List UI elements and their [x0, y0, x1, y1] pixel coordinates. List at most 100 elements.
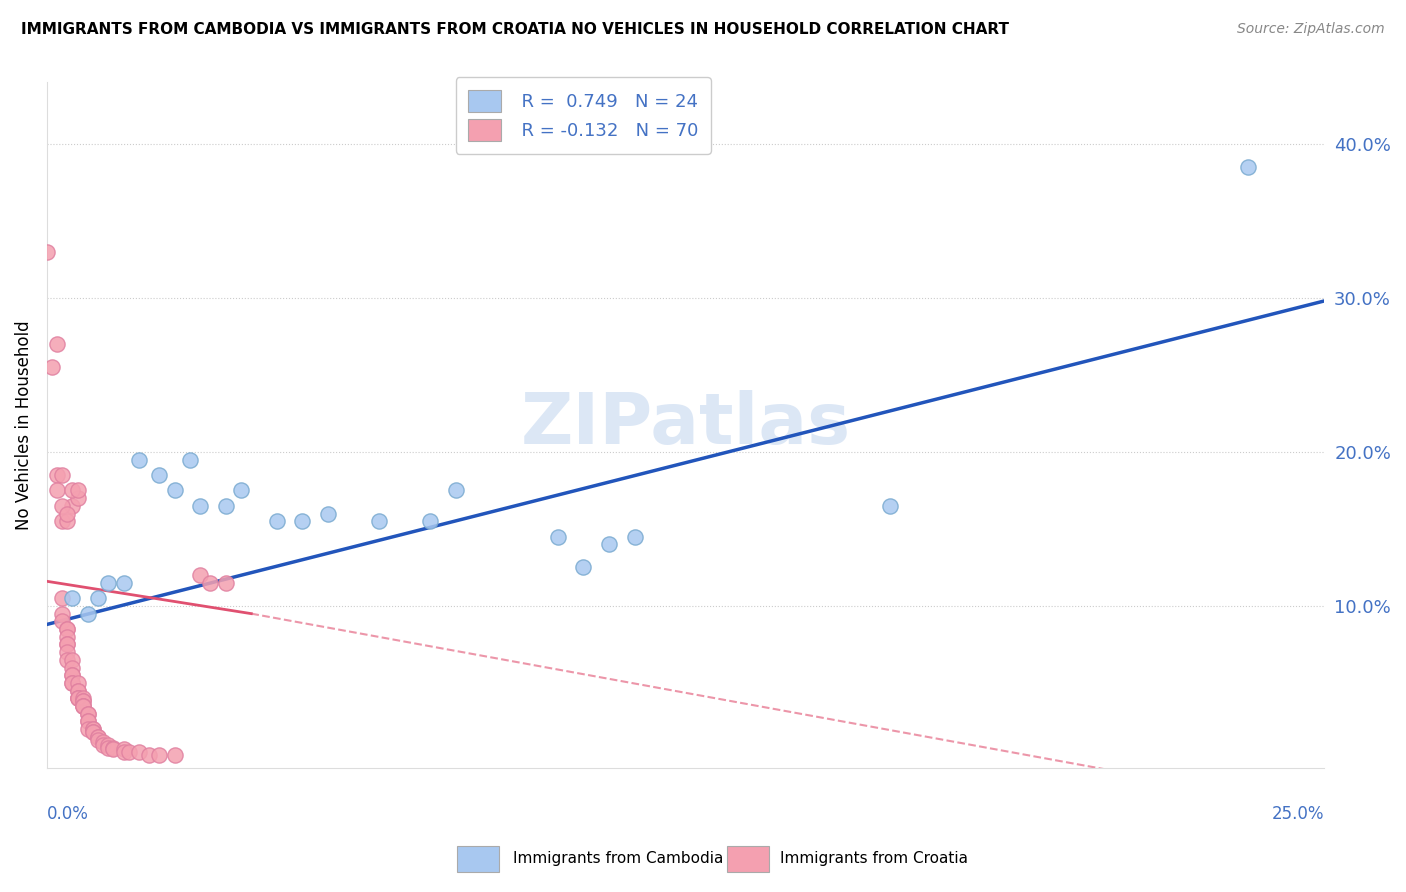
Point	[51, 591, 73, 606]
Text: 0.0%: 0.0%	[46, 805, 89, 823]
Point	[97, 738, 120, 752]
Point	[72, 699, 94, 714]
Point	[41, 360, 63, 375]
Point	[72, 699, 94, 714]
Point	[163, 748, 186, 763]
Point	[62, 676, 84, 690]
Point	[112, 742, 135, 756]
Point	[87, 733, 110, 747]
Point	[368, 514, 391, 528]
Point	[82, 722, 104, 736]
Point	[35, 244, 58, 259]
Point	[66, 691, 89, 706]
Point	[62, 653, 84, 667]
Point	[66, 691, 89, 706]
Point	[419, 514, 441, 528]
Point	[56, 514, 79, 528]
Point	[62, 499, 84, 513]
Point	[291, 514, 314, 528]
Point	[72, 694, 94, 708]
Point	[56, 630, 79, 644]
Point	[1236, 160, 1258, 174]
Point	[56, 622, 79, 636]
Point	[103, 742, 125, 756]
Point	[51, 607, 73, 621]
Point	[46, 337, 69, 351]
Point	[62, 676, 84, 690]
Point	[76, 706, 98, 721]
Point	[72, 694, 94, 708]
Point	[163, 483, 186, 498]
Point	[179, 452, 201, 467]
Point	[623, 530, 645, 544]
Point	[128, 452, 150, 467]
Point	[76, 714, 98, 729]
Point	[66, 691, 89, 706]
Text: IMMIGRANTS FROM CAMBODIA VS IMMIGRANTS FROM CROATIA NO VEHICLES IN HOUSEHOLD COR: IMMIGRANTS FROM CAMBODIA VS IMMIGRANTS F…	[21, 22, 1010, 37]
Point	[56, 622, 79, 636]
Point	[215, 575, 238, 590]
Point	[103, 740, 125, 755]
Point	[97, 740, 120, 755]
Text: Immigrants from Croatia: Immigrants from Croatia	[780, 851, 969, 865]
Point	[138, 748, 160, 763]
Point	[56, 645, 79, 659]
Point	[91, 738, 114, 752]
Point	[215, 499, 238, 513]
Point	[148, 468, 170, 483]
Point	[572, 560, 595, 574]
Point	[91, 734, 114, 748]
Point	[148, 748, 170, 763]
Point	[51, 615, 73, 629]
Point	[879, 499, 901, 513]
Point	[72, 691, 94, 706]
Point	[72, 699, 94, 714]
Point	[62, 483, 84, 498]
Point	[66, 683, 89, 698]
Point	[112, 745, 135, 759]
Point	[56, 653, 79, 667]
Point	[51, 499, 73, 513]
Point	[46, 468, 69, 483]
Point	[62, 660, 84, 674]
Point	[66, 483, 89, 498]
Text: Immigrants from Cambodia: Immigrants from Cambodia	[513, 851, 724, 865]
Point	[62, 668, 84, 682]
Point	[76, 706, 98, 721]
Point	[112, 575, 135, 590]
Point	[82, 722, 104, 736]
Point	[316, 507, 339, 521]
Point	[51, 514, 73, 528]
Point	[56, 637, 79, 651]
Legend:   R =  0.749   N = 24,   R = -0.132   N = 70: R = 0.749 N = 24, R = -0.132 N = 70	[456, 78, 711, 154]
Point	[46, 483, 69, 498]
Text: 25.0%: 25.0%	[1272, 805, 1324, 823]
Point	[66, 676, 89, 690]
Point	[97, 575, 120, 590]
Point	[62, 591, 84, 606]
Point	[51, 468, 73, 483]
Point	[76, 607, 98, 621]
Point	[266, 514, 288, 528]
Point	[598, 537, 620, 551]
Y-axis label: No Vehicles in Household: No Vehicles in Household	[15, 320, 32, 530]
Point	[62, 668, 84, 682]
Point	[444, 483, 467, 498]
Point	[66, 683, 89, 698]
Text: Source: ZipAtlas.com: Source: ZipAtlas.com	[1237, 22, 1385, 37]
Point	[87, 591, 110, 606]
Point	[82, 725, 104, 739]
Point	[188, 499, 211, 513]
Point	[82, 725, 104, 739]
Point	[66, 491, 89, 505]
Point	[200, 575, 222, 590]
Point	[87, 730, 110, 744]
Point	[56, 637, 79, 651]
Point	[118, 745, 141, 759]
Text: ZIPatlas: ZIPatlas	[520, 391, 851, 459]
Point	[229, 483, 252, 498]
Point	[87, 730, 110, 744]
Point	[128, 745, 150, 759]
Point	[188, 568, 211, 582]
Point	[547, 530, 569, 544]
